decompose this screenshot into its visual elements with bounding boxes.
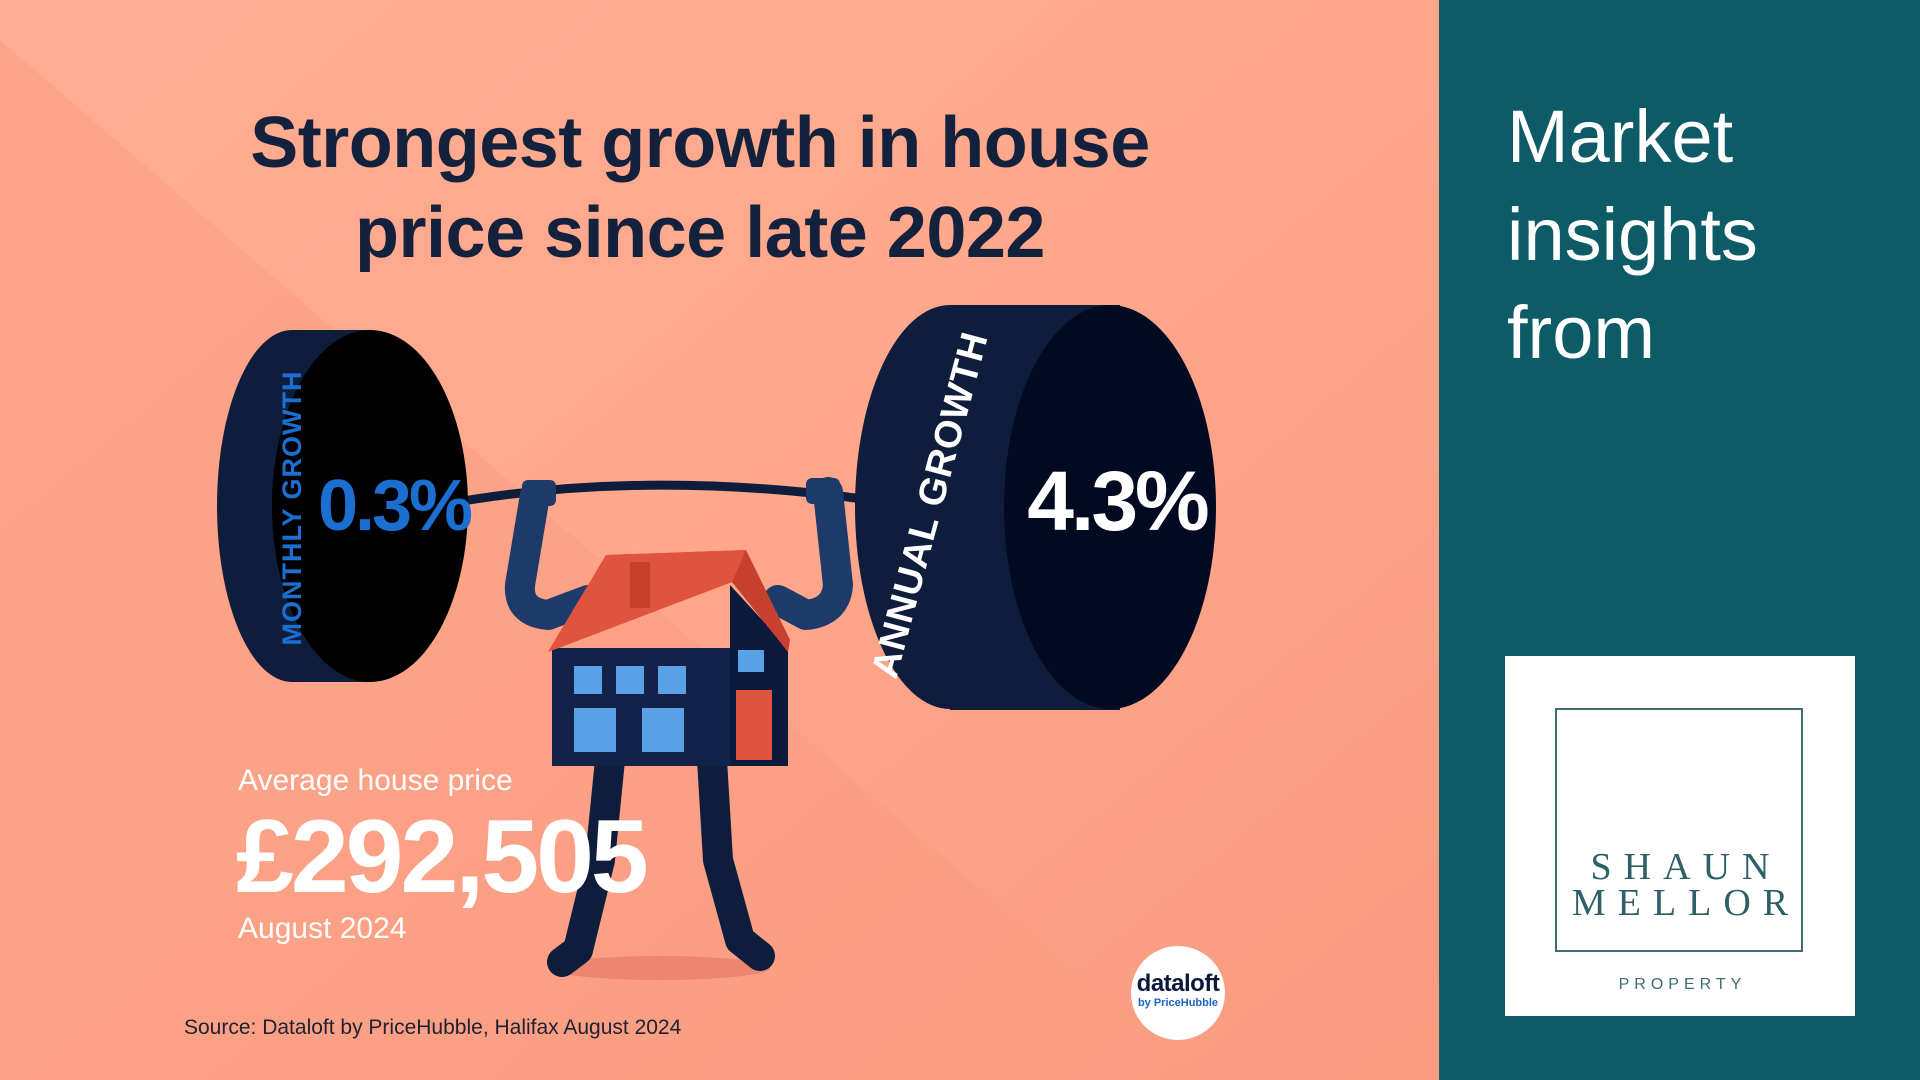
side-title-line-1: Market <box>1507 95 1734 178</box>
side-title-line-3: from <box>1507 291 1655 374</box>
annual-growth-value: 4.3% <box>1027 454 1208 548</box>
house-windows <box>574 650 764 752</box>
dataloft-name: dataloft <box>1136 970 1220 997</box>
logo-frame: SHAUN MELLOR <box>1555 708 1803 952</box>
side-panel: Market insights from SHAUN MELLOR PROPER… <box>1439 0 1920 1080</box>
logo-word-mellor: MELLOR <box>1571 882 1801 924</box>
house-door <box>736 690 772 760</box>
background-diagonal <box>0 0 1439 1080</box>
logo-word-shaun: SHAUN <box>1590 846 1782 888</box>
logo-subtitle: PROPERTY <box>1618 976 1747 993</box>
monthly-plate: MONTHLY GROWTH 0.3% <box>217 330 475 682</box>
left-leg <box>547 745 625 977</box>
shaun-mellor-logo: SHAUN MELLOR PROPERTY <box>1505 656 1855 1016</box>
side-title-line-2: insights <box>1507 193 1758 276</box>
headline-line-2: price since late 2022 <box>355 193 1045 273</box>
right-arm <box>763 477 853 630</box>
average-price-label: Average house price <box>238 764 513 797</box>
headline: Strongest growth in house price since la… <box>120 98 1280 278</box>
dataloft-sub: by PriceHubble <box>1137 997 1219 1009</box>
ground-shadow <box>550 956 770 980</box>
left-arm <box>504 480 603 630</box>
house-weightlifter-illustration: MONTHLY GROWTH 0.3% ANNUAL GROWTH 4.3% <box>217 305 1216 980</box>
monthly-growth-value: 0.3% <box>318 466 472 546</box>
barbell-bar <box>439 480 871 510</box>
dataloft-logo: dataloft by PriceHubble <box>1131 946 1225 1040</box>
source-note: Source: Dataloft by PriceHubble, Halifax… <box>184 1016 682 1039</box>
monthly-growth-label: MONTHLY GROWTH <box>277 371 307 646</box>
average-price-value: £292,505 <box>236 799 649 915</box>
annual-plate: ANNUAL GROWTH 4.3% <box>855 305 1216 710</box>
infographic: Strongest growth in house price since la… <box>0 0 1439 1080</box>
headline-line-1: Strongest growth in house <box>250 103 1150 183</box>
average-price-date: August 2024 <box>238 912 407 945</box>
right-leg <box>697 745 775 971</box>
side-title: Market insights from <box>1507 88 1758 382</box>
